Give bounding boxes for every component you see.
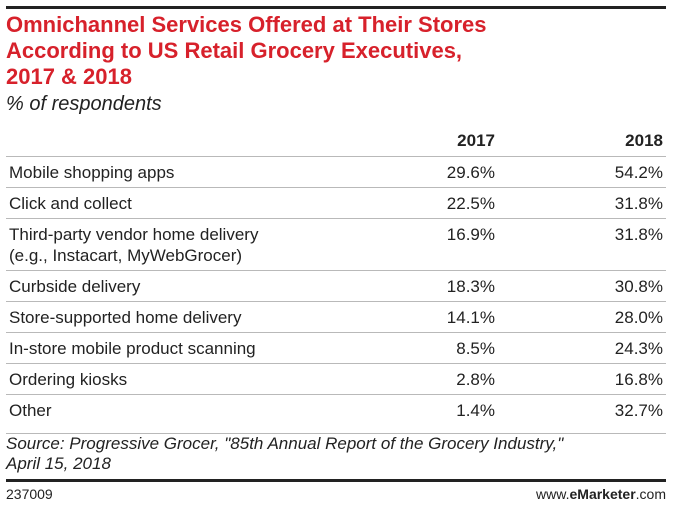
value-2017: 14.1%: [426, 301, 498, 333]
table-row: In-store mobile product scanning 8.5% 24.3…: [6, 332, 666, 364]
top-rule: [6, 6, 666, 9]
title-line: According to US Retail Grocery Executive…: [6, 38, 463, 63]
data-table: 2017 2018 Mobile shopping apps 29.6% 54.2%…: [6, 123, 666, 425]
value-2018: 31.8%: [498, 218, 666, 271]
value-2018: 30.8%: [498, 270, 666, 302]
row-label-line: Click and collect: [9, 194, 132, 213]
table-body: Mobile shopping apps 29.6% 54.2% Click and …: [6, 156, 666, 425]
data-table-wrap: 2017 2018 Mobile shopping apps 29.6% 54.2%…: [6, 123, 666, 425]
row-label-line: Ordering kiosks: [9, 370, 128, 389]
value-2017: 22.5%: [426, 187, 498, 219]
header-label-col: [6, 123, 426, 157]
table-row: Ordering kiosks 2.8% 16.8%: [6, 363, 666, 395]
row-label-line: (e.g., Instacart, MyWebGrocer): [9, 246, 243, 265]
value-2018: 28.0%: [498, 301, 666, 333]
row-label: Mobile shopping apps: [6, 156, 426, 188]
brand-logo: www.eMarketer.com: [536, 485, 666, 503]
value-2017: 2.8%: [426, 363, 498, 395]
row-label: Third-party vendor home delivery (e.g., I…: [6, 218, 426, 271]
row-label: Ordering kiosks: [6, 363, 426, 395]
value-2017: 29.6%: [426, 156, 498, 188]
row-label: Curbside delivery: [6, 270, 426, 302]
table-row: Click and collect 22.5% 31.8%: [6, 187, 666, 219]
row-label-line: Other: [9, 401, 52, 420]
row-label-line: Mobile shopping apps: [9, 163, 175, 182]
value-2018: 54.2%: [498, 156, 666, 188]
source-note: Source: Progressive Grocer, "85th Annual…: [6, 434, 666, 474]
source-rule: [6, 433, 666, 434]
value-2017: 16.9%: [426, 218, 498, 271]
row-label-line: Store-supported home delivery: [9, 308, 242, 327]
title-line: Omnichannel Services Offered at Their St…: [6, 12, 487, 37]
source-line: Source: Progressive Grocer, "85th Annual…: [6, 434, 564, 453]
row-label: In-store mobile product scanning: [6, 332, 426, 364]
value-2017: 18.3%: [426, 270, 498, 302]
chart-title: Omnichannel Services Offered at Their St…: [6, 12, 666, 90]
header-2017: 2017: [457, 131, 495, 150]
table-row: Other 1.4% 32.7%: [6, 394, 666, 425]
table-header-row: 2017 2018: [6, 123, 666, 157]
row-label: Store-supported home delivery: [6, 301, 426, 333]
value-2018: 16.8%: [498, 363, 666, 395]
row-label-line: Third-party vendor home delivery: [9, 225, 259, 244]
bottom-rule: [6, 479, 666, 482]
table-row: Curbside delivery 18.3% 30.8%: [6, 270, 666, 302]
brand-name: eMarketer: [569, 486, 636, 502]
chart-subtitle: % of respondents: [6, 93, 162, 115]
value-2018: 31.8%: [498, 187, 666, 219]
table-row: Store-supported home delivery 14.1% 28.0%: [6, 301, 666, 333]
row-label-line: In-store mobile product scanning: [9, 339, 256, 358]
title-line: 2017 & 2018: [6, 64, 132, 89]
source-line: April 15, 2018: [6, 454, 111, 473]
value-2018: 32.7%: [498, 394, 666, 425]
value-2018: 24.3%: [498, 332, 666, 364]
table-row: Third-party vendor home delivery (e.g., I…: [6, 218, 666, 271]
row-label: Click and collect: [6, 187, 426, 219]
brand-suffix: .com: [635, 486, 666, 502]
brand-prefix: www.: [536, 486, 570, 502]
value-2017: 8.5%: [426, 332, 498, 364]
row-label-line: Curbside delivery: [9, 277, 141, 296]
table-row: Mobile shopping apps 29.6% 54.2%: [6, 156, 666, 188]
header-2018: 2018: [625, 131, 663, 150]
value-2017: 1.4%: [426, 394, 498, 425]
row-label: Other: [6, 394, 426, 425]
chart-id: 237009: [6, 486, 53, 502]
